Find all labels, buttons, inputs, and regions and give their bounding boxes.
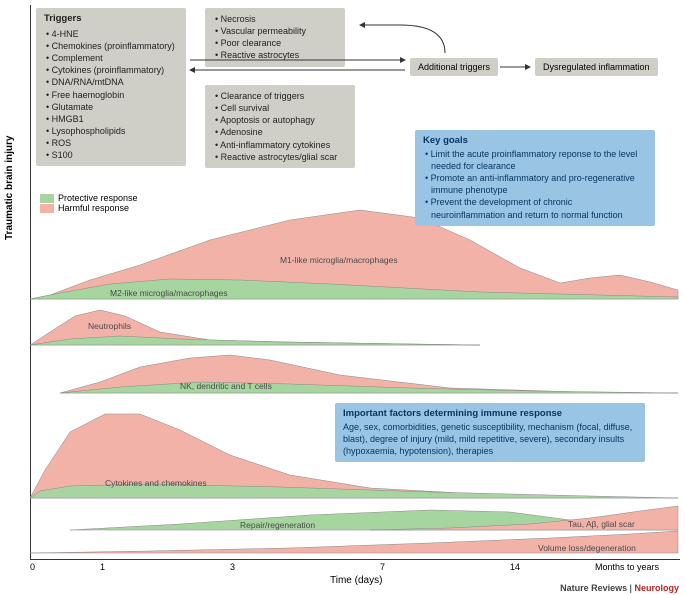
- important-factors-box: Important factors determining immune res…: [335, 403, 645, 462]
- footer-left: Nature Reviews: [560, 583, 627, 593]
- list-item: • Anti-inflammatory cytokines: [213, 139, 347, 151]
- legend-harmful: Harmful response: [40, 203, 138, 213]
- list-item: • S100: [44, 149, 178, 161]
- region-label: Volume loss/degeneration: [538, 543, 636, 553]
- region-label: Cytokines and chemokines: [105, 478, 207, 488]
- x-tick: 1: [100, 562, 105, 572]
- footer-right: Neurology: [634, 583, 679, 593]
- list-item: • Prevent the development of chronic neu…: [423, 196, 647, 220]
- key-goals-title: Key goals: [423, 135, 647, 148]
- list-item: • Limit the acute proinflammatory repons…: [423, 148, 647, 172]
- region-label: Neutrophils: [88, 321, 131, 331]
- region-label: M2-like microglia/macrophages: [110, 288, 228, 298]
- x-tick: Months to years: [595, 562, 659, 572]
- x-tick: 3: [230, 562, 235, 572]
- region-label: NK, dendritic and T cells: [180, 381, 272, 391]
- list-item: • Lysophospholipids: [44, 125, 178, 137]
- region-label: Tau, Aβ, glial scar: [568, 519, 635, 529]
- arrows-svg: [0, 0, 685, 120]
- list-item: • Reactive astrocytes/glial scar: [213, 151, 347, 163]
- x-tick: 7: [380, 562, 385, 572]
- legend: Protective response Harmful response: [40, 193, 138, 213]
- region-label: M1-like microglia/macrophages: [280, 255, 398, 265]
- x-tick: 0: [30, 562, 35, 572]
- factors-title: Important factors determining immune res…: [343, 408, 637, 421]
- region-label: Repair/regeneration: [240, 520, 315, 530]
- factors-text: Age, sex, comorbidities, genetic suscept…: [343, 421, 637, 457]
- footer: Nature Reviews | Neurology: [560, 583, 679, 593]
- list-item: • ROS: [44, 137, 178, 149]
- x-tick: 14: [510, 562, 520, 572]
- y-axis-label: Traumatic brain injury: [4, 136, 15, 240]
- legend-protective: Protective response: [40, 193, 138, 203]
- list-item: • Promote an anti-inflammatory and pro-r…: [423, 172, 647, 196]
- key-goals-box: Key goals • Limit the acute proinflammat…: [415, 130, 655, 226]
- list-item: • Adenosine: [213, 126, 347, 138]
- x-axis-label: Time (days): [330, 575, 382, 586]
